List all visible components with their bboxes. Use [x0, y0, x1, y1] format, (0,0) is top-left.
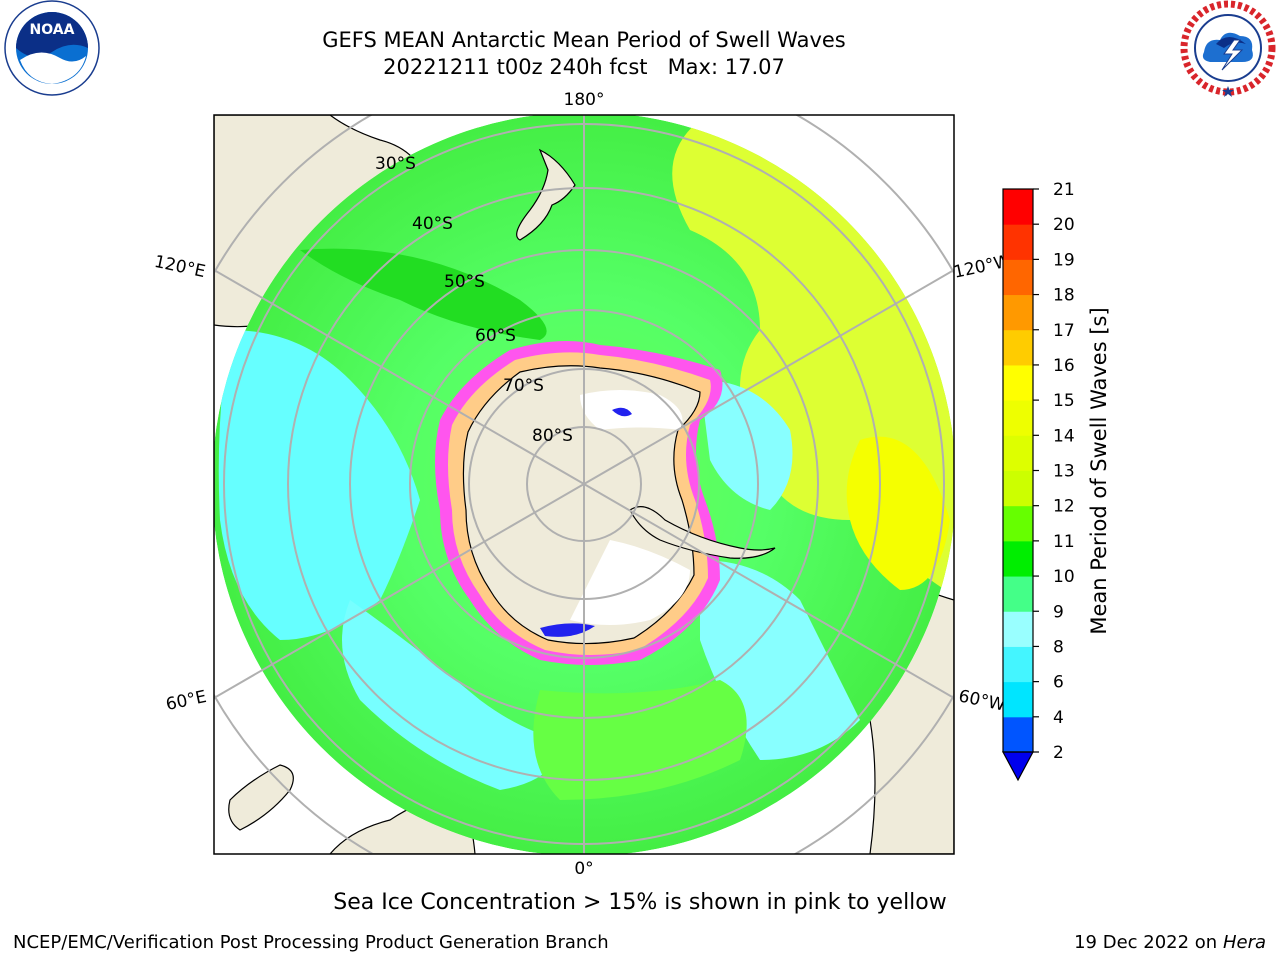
swell-green-south — [533, 680, 747, 800]
antarctic-peninsula — [629, 506, 776, 559]
colorbar-tick-label: 10 — [1053, 567, 1075, 587]
max-value: Max: 17.07 — [667, 55, 785, 79]
colorbar-tick-label: 17 — [1053, 321, 1075, 341]
colorbar-block — [1003, 189, 1033, 225]
lon-label-60e: 60°E — [164, 687, 208, 715]
swell-cyan-south — [342, 600, 560, 790]
sea-ice-blue-spot-1 — [540, 623, 595, 637]
colorbar-block — [1003, 505, 1033, 542]
colorbar-tick-label: 21 — [1053, 180, 1075, 200]
credit-date-text: 19 Dec 2022 on — [1074, 932, 1218, 953]
colorbar-block — [1003, 329, 1033, 366]
colorbar-block — [1003, 294, 1033, 331]
nws-logo — [1180, 0, 1276, 97]
lat-label-80s: 80°S — [532, 426, 573, 446]
map-frame — [213, 114, 955, 855]
colorbar-label: Mean Period of Swell Waves [s] — [1087, 307, 1111, 634]
colorbar-tick-label: 16 — [1053, 356, 1075, 376]
lat-label-70s: 70°S — [503, 376, 544, 396]
noaa-logo: NOAA — [4, 0, 100, 96]
ice-shelf-weddell — [570, 540, 690, 625]
forecast-date: 20221211 t00z 240h fcst — [383, 55, 648, 79]
colorbar-tick-label: 18 — [1053, 286, 1075, 306]
colorbar-tick-label: 2 — [1053, 743, 1064, 763]
lat-label-30s: 30°S — [375, 154, 416, 174]
colorbar-block — [1003, 259, 1033, 296]
colorbar-tick-label: 4 — [1053, 708, 1064, 728]
colorbar-tick-label: 20 — [1053, 215, 1075, 235]
ice-shelf-ross — [580, 390, 683, 430]
credit-machine: Hera — [1222, 932, 1266, 953]
colorbar-tick-label: 11 — [1053, 532, 1075, 552]
colorbar-block — [1003, 435, 1033, 471]
colorbar-tick-label: 15 — [1053, 391, 1075, 411]
land-new-zealand — [516, 148, 576, 241]
sea-ice-blue-spot-2 — [612, 407, 632, 417]
lon-label-60w: 60°W — [957, 686, 1007, 715]
lat-label-50s: 50°S — [444, 272, 485, 292]
colorbar-tick-label: 8 — [1053, 637, 1064, 657]
credit-branch: NCEP/EMC/Verification Post Processing Pr… — [13, 932, 609, 953]
swell-cyan-indian — [218, 330, 420, 640]
colorbar-tick-label: 9 — [1053, 602, 1064, 622]
lon-label-180: 180° — [564, 90, 605, 110]
colorbar-block — [1003, 716, 1033, 753]
colorbar-blocks — [1003, 189, 1033, 753]
chart-title: GEFS MEAN Antarctic Mean Period of Swell… — [322, 28, 846, 52]
lat-label-40s: 40°S — [412, 214, 453, 234]
colorbar-block — [1003, 646, 1033, 683]
colorbar-block — [1003, 470, 1033, 507]
lon-label-120e: 120°E — [152, 252, 207, 282]
latitude-labels: 30°S 40°S 50°S 60°S 70°S 80°S — [375, 154, 573, 446]
colorbar-ticks: 2 4 6 8 9 10 11 12 13 14 15 16 17 18 19 20 21 — [1033, 180, 1075, 763]
colorbar-block — [1003, 364, 1033, 401]
colorbar-under-arrow — [1001, 751, 1035, 782]
colorbar-tick-label: 6 — [1053, 673, 1064, 693]
colorbar-tick-label: 13 — [1053, 462, 1075, 482]
colorbar-block — [1003, 681, 1033, 718]
colorbar-block — [1003, 400, 1033, 436]
noaa-logo-text: NOAA — [30, 22, 75, 38]
colorbar-tick-label: 12 — [1053, 497, 1075, 517]
colorbar-block — [1003, 611, 1033, 647]
colorbar-tick-label: 14 — [1053, 426, 1075, 446]
colorbar-tick-label: 19 — [1053, 250, 1075, 270]
lat-label-60s: 60°S — [475, 326, 516, 346]
credit-date: 19 Dec 2022 on Hera — [1074, 932, 1266, 953]
chart-subtitle: 20221211 t00z 240h fcst Max: 17.07 — [0, 54, 1168, 80]
colorbar-block — [1003, 576, 1033, 612]
colorbar-block — [1003, 540, 1033, 577]
colorbar-block — [1003, 224, 1033, 260]
colorbar: 2 4 6 8 9 10 11 12 13 14 15 16 17 18 19 20 21 Mean Perio… — [1001, 180, 1111, 782]
swell-green-north — [300, 248, 547, 340]
land-madagascar — [228, 764, 294, 831]
sea-ice-note: Sea Ice Concentration > 15% is shown in … — [333, 890, 947, 915]
swell-cyan-ross — [700, 380, 793, 510]
meridians — [214, 115, 954, 854]
lon-label-0: 0° — [574, 859, 593, 879]
